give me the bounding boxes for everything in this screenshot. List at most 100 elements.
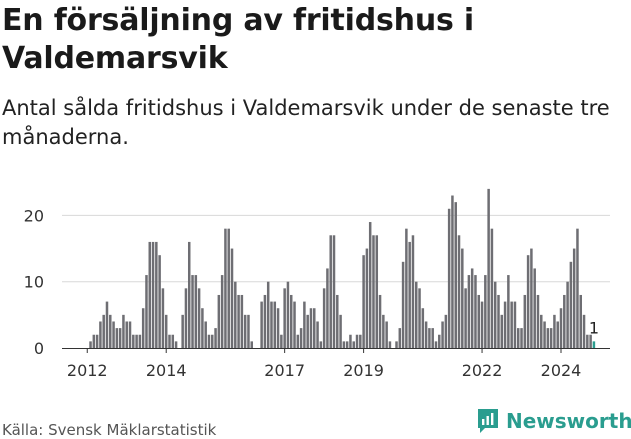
bar (543, 321, 546, 348)
bar (145, 275, 148, 348)
bar (589, 334, 592, 348)
brand-name: Newsworthy (506, 409, 631, 433)
bar (415, 281, 418, 348)
bar (418, 288, 421, 348)
bar (326, 268, 329, 348)
bar (95, 334, 99, 348)
bar (513, 301, 517, 348)
y-tick-label: 0 (34, 339, 44, 358)
bar (454, 202, 457, 348)
bar (582, 314, 586, 348)
bar (503, 301, 507, 348)
bar (553, 314, 556, 348)
bar (230, 248, 234, 348)
bar (158, 255, 161, 348)
bar (211, 334, 214, 348)
bar (141, 308, 145, 348)
bar (313, 308, 316, 348)
bar (434, 341, 438, 348)
bar (484, 275, 487, 348)
bar (444, 314, 448, 348)
bar (99, 321, 102, 348)
x-tick-label: 2012 (67, 361, 108, 380)
bar (270, 301, 273, 348)
x-tick-label: 2019 (343, 361, 384, 380)
bar (464, 288, 467, 348)
bar (89, 341, 92, 348)
bar (559, 308, 563, 348)
bar (105, 301, 109, 348)
x-tick-label: 2022 (462, 361, 503, 380)
bar (266, 281, 270, 348)
bar (368, 222, 372, 348)
bar (247, 314, 250, 348)
bar (332, 235, 336, 348)
bar (171, 334, 175, 348)
x-tick-label: 2014 (146, 361, 187, 380)
bar (125, 321, 128, 348)
bar (563, 294, 566, 348)
bar (451, 195, 454, 348)
bar (289, 294, 293, 348)
bar (530, 248, 533, 348)
bar (516, 328, 520, 348)
bar (322, 288, 326, 348)
bar (467, 275, 471, 348)
source-note: Källa: Svensk Mäklarstatistik (2, 421, 217, 439)
bar (115, 328, 119, 348)
bar (309, 308, 313, 348)
bar (280, 334, 283, 348)
bar (398, 328, 402, 348)
bar (319, 341, 323, 348)
brand-logo-group[interactable]: Newsworthy (476, 407, 631, 435)
bar (214, 328, 217, 348)
bar (592, 341, 596, 348)
chart-title: En försäljning av fritidshus i Valdemars… (2, 3, 474, 76)
bar (243, 314, 247, 348)
x-tick-label: 2024 (541, 361, 582, 380)
bar (329, 235, 332, 348)
bar (132, 334, 135, 348)
bar (227, 228, 230, 348)
bar (109, 314, 112, 348)
bar (217, 294, 221, 348)
bar (168, 334, 171, 348)
bar (549, 328, 553, 348)
bar (533, 268, 536, 348)
bar (293, 301, 296, 348)
bar (480, 301, 484, 348)
bar (586, 334, 589, 348)
bar (375, 235, 379, 348)
bar (520, 328, 523, 348)
bar (260, 301, 263, 348)
bar (148, 241, 152, 348)
bar (493, 281, 497, 348)
bar (336, 294, 339, 348)
bar (497, 294, 500, 348)
bar (365, 248, 369, 348)
bar (135, 334, 138, 348)
bar (431, 328, 434, 348)
bar (151, 241, 155, 348)
bar (237, 294, 240, 348)
bar (345, 341, 349, 348)
bar (118, 328, 122, 348)
bar (194, 275, 198, 348)
bar (303, 301, 306, 348)
bar (263, 294, 267, 348)
y-tick-label: 10 (24, 273, 44, 292)
bar (457, 235, 461, 348)
bar (273, 301, 277, 348)
bar (546, 328, 550, 348)
bar (477, 294, 481, 348)
bar (395, 341, 398, 348)
bar (372, 235, 375, 348)
bar (187, 241, 191, 348)
bar (204, 321, 207, 348)
bar (362, 255, 365, 348)
bar (405, 228, 408, 348)
bar (461, 248, 464, 348)
bar (102, 314, 105, 348)
bar (299, 328, 303, 348)
